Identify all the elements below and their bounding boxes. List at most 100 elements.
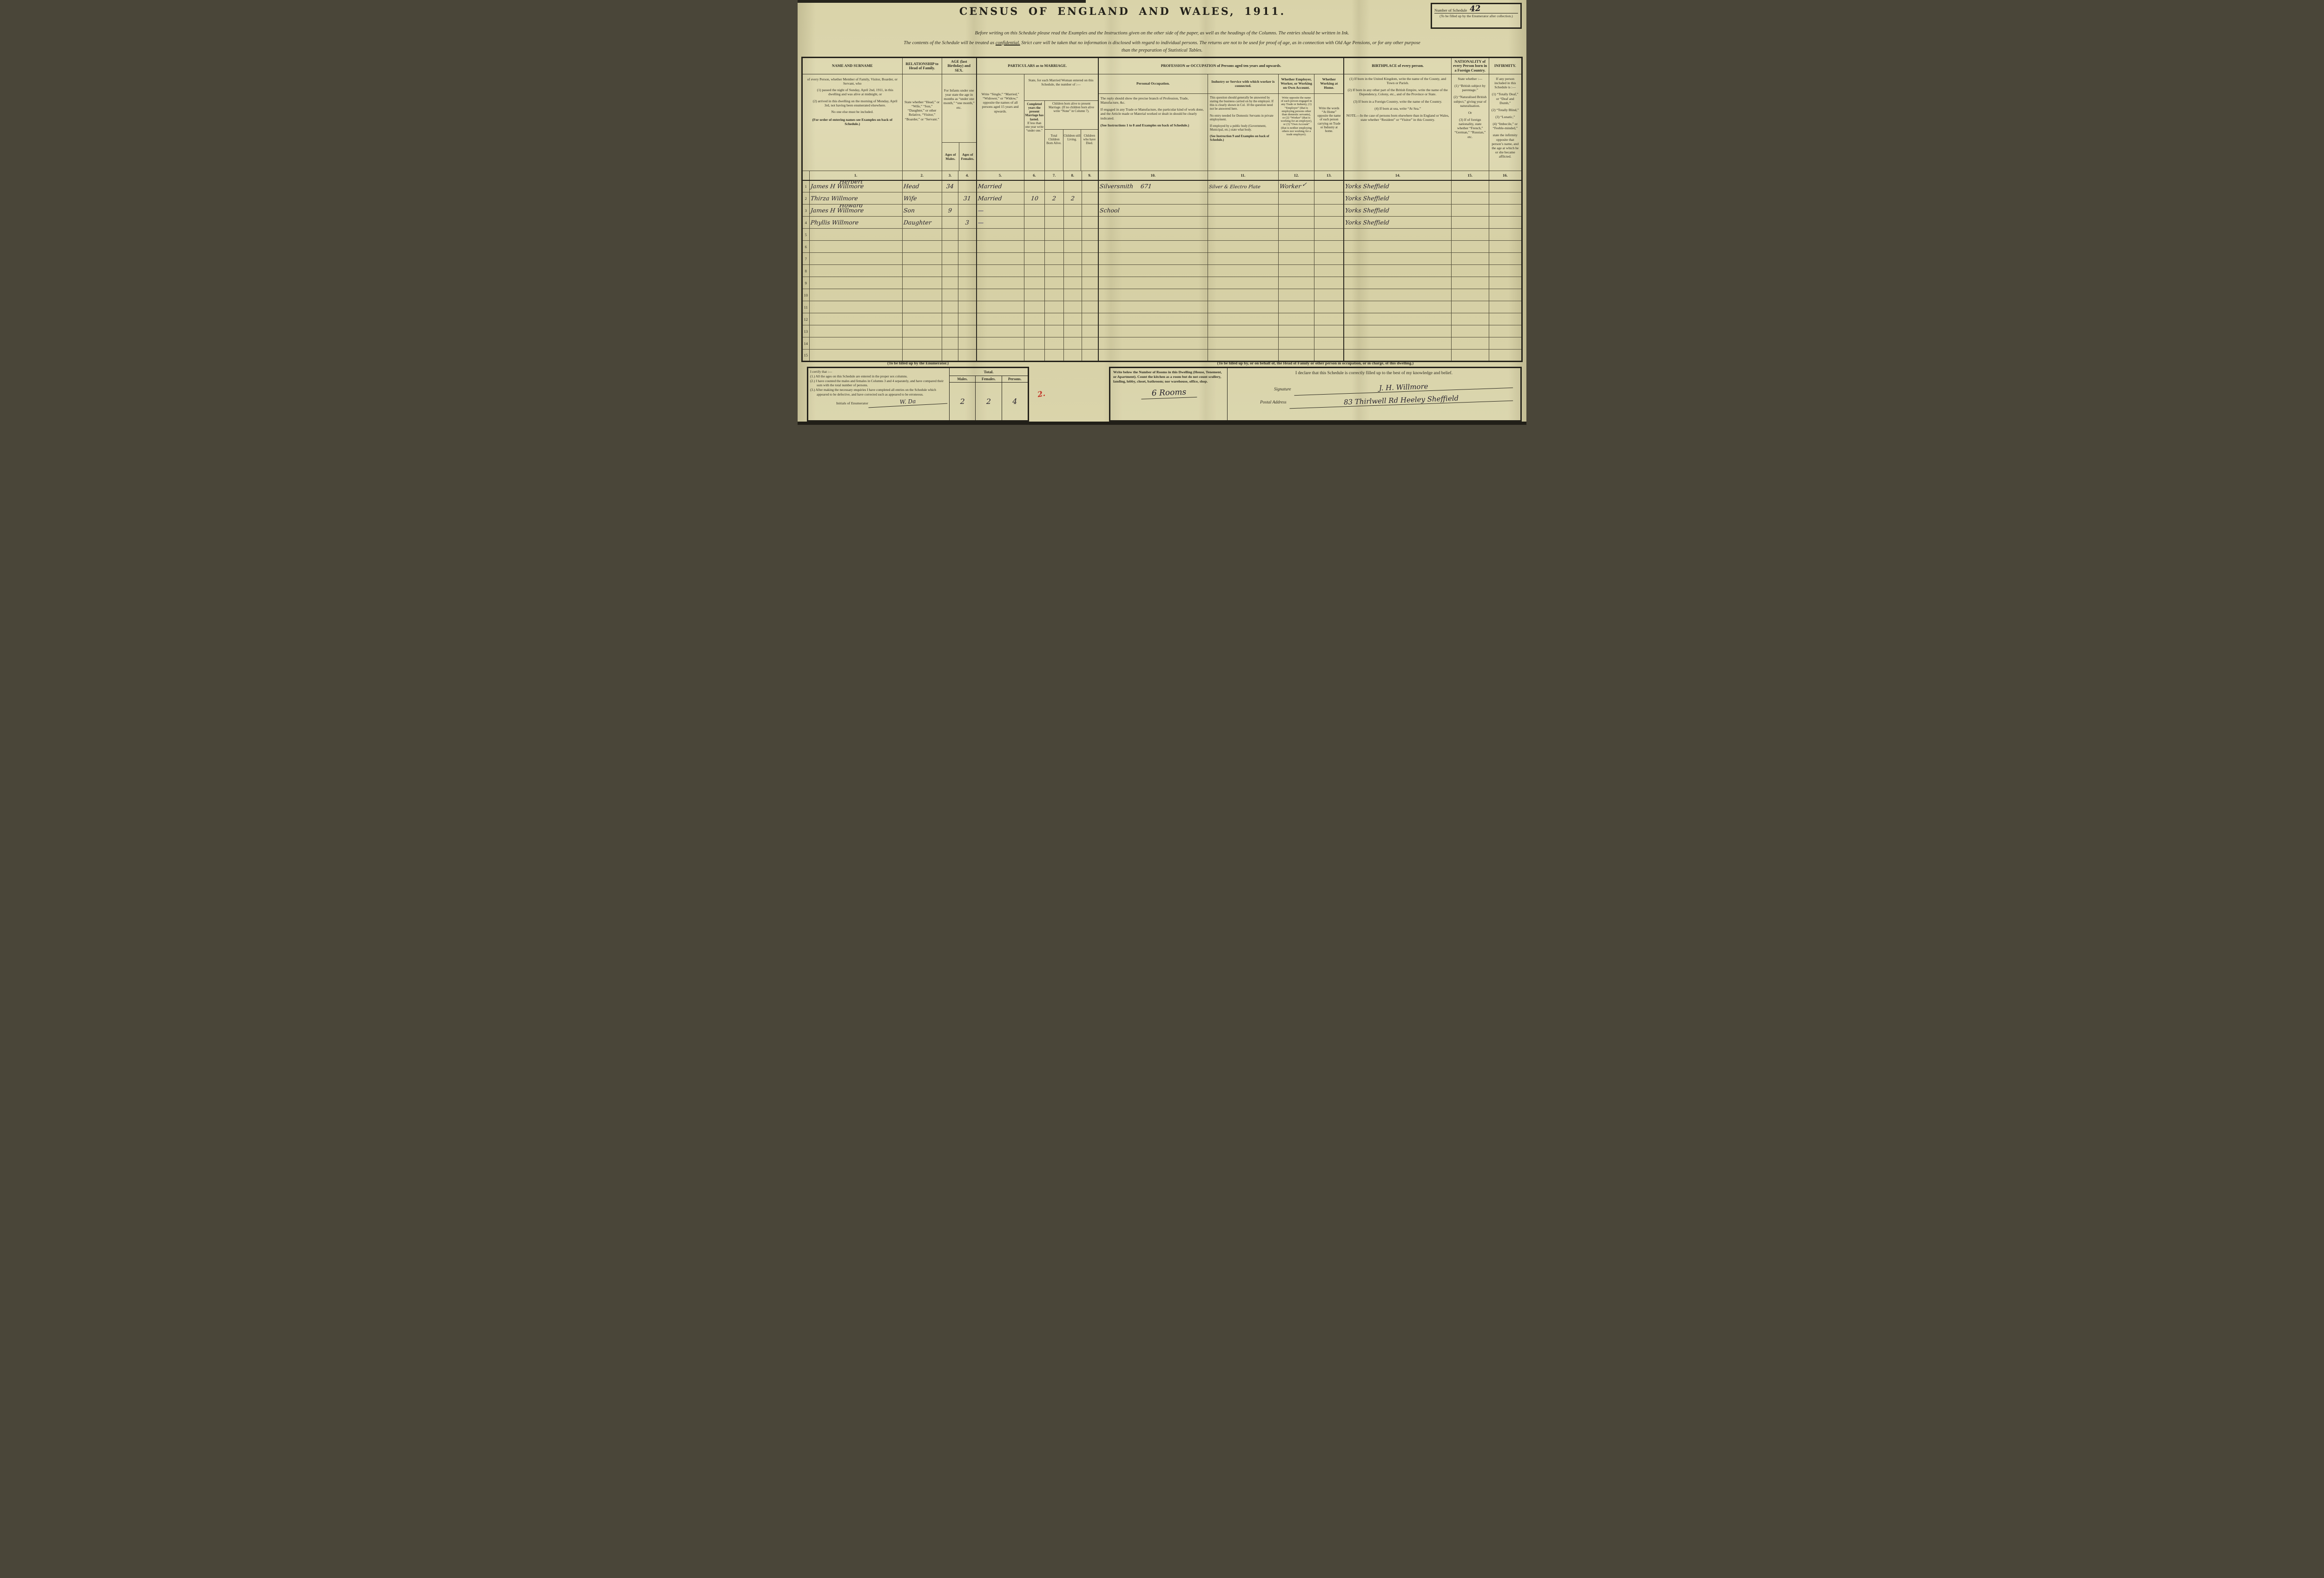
row-number: 1 (802, 180, 810, 192)
cell-children-died (1081, 349, 1099, 362)
col-desc-marriage-status: Write “Single,” “Married,” “Widower,” or… (976, 74, 1024, 171)
cell-children-born (1044, 313, 1064, 325)
cell-age-males (941, 240, 959, 253)
cell-children-born (1044, 349, 1064, 362)
cell-birthplace (1343, 240, 1452, 253)
cell-employer-status (1278, 325, 1315, 337)
cell-occupation (1097, 216, 1208, 229)
cell-relationship (902, 240, 942, 253)
page-title: CENSUS OF ENGLAND AND WALES, 1911. (959, 6, 1286, 18)
cell-name (809, 349, 903, 362)
row-number: 11 (802, 301, 810, 313)
col-band-age: AGE (last Birthday) and SEX. (941, 57, 977, 74)
cell-years-married (1023, 289, 1045, 301)
col-subhead-years-married: Completed years the present Marriage has… (1024, 101, 1045, 171)
cell-employer-status (1278, 277, 1315, 289)
cell-marriage-status (976, 349, 1024, 362)
cell-marriage-status (976, 264, 1024, 277)
occupation-code: 671 (1140, 182, 1152, 190)
cell-age-males (941, 313, 959, 325)
cell-children-living (1063, 301, 1082, 313)
cell-children-born (1044, 180, 1064, 192)
cell-nationality (1451, 313, 1489, 325)
column-number-strip: 1. 2. 3. 4. 5. 6. 7. 8. 9. 10. 11. 12. 13. 14. 15. 16. (802, 171, 1523, 181)
column-number: 3. (941, 171, 959, 181)
column-number: 5. (976, 171, 1024, 181)
cell-children-died (1081, 264, 1099, 277)
column-number: 16. (1488, 171, 1523, 181)
enumerator-certification: I certify that :— (1.) All the ages on t… (808, 368, 949, 420)
census-schedule-scan: CENSUS OF ENGLAND AND WALES, 1911. Numbe… (798, 0, 1526, 425)
cell-relationship (902, 301, 942, 313)
cell-marriage-status (976, 228, 1024, 241)
cell-name (809, 313, 903, 325)
cell-birthplace (1343, 337, 1452, 350)
cell-nationality (1451, 252, 1489, 265)
cell-age-females (958, 277, 977, 289)
cell-industry (1207, 228, 1279, 241)
cell-children-living (1063, 240, 1082, 253)
cell-name: Phyllis Willmore (809, 216, 903, 229)
table-row: 2 Thirza Willmore Wife 31 Married 10 2 2 Yorks S… (802, 192, 1523, 205)
table-row: 12 (802, 313, 1523, 325)
cell-marriage-status (976, 277, 1024, 289)
cell-children-died (1081, 204, 1099, 217)
row-number: 2 (802, 192, 810, 205)
cell-children-born (1044, 301, 1064, 313)
cell-marriage-status (976, 325, 1024, 337)
cell-children-died (1081, 180, 1099, 192)
cell-infirmity (1488, 204, 1523, 217)
table-row: 10 (802, 289, 1523, 301)
row-number: 9 (802, 277, 810, 289)
cell-name (809, 337, 903, 350)
cell-relationship: Head (902, 180, 942, 192)
cell-industry (1207, 204, 1279, 217)
col-band-birthplace: BIRTHPLACE of every person. (1343, 57, 1452, 74)
cell-industry (1207, 301, 1279, 313)
cell-birthplace (1343, 289, 1452, 301)
cell-age-females (958, 337, 977, 350)
col-desc-infirmity: If any person included in this Schedule … (1488, 74, 1523, 171)
cell-birthplace (1343, 313, 1452, 325)
cell-years-married: 10 (1023, 192, 1045, 205)
cell-at-home (1314, 301, 1344, 313)
cell-name (809, 301, 903, 313)
cell-children-died (1081, 289, 1099, 301)
cell-employer-status (1278, 228, 1315, 241)
cell-at-home (1314, 264, 1344, 277)
cell-marriage-status (976, 301, 1024, 313)
cell-infirmity (1488, 325, 1523, 337)
col-desc-industry: Industry or Service with which worker is… (1207, 74, 1279, 171)
column-number: 4. (958, 171, 977, 181)
cell-relationship (902, 264, 942, 277)
footer-section: (To be filled up by the Enumerator.) I c… (801, 361, 1523, 422)
cell-age-females (958, 252, 977, 265)
table-row: 14 (802, 337, 1523, 350)
cell-at-home (1314, 325, 1344, 337)
persons-label: Persons. (1008, 377, 1022, 381)
cell-occupation (1097, 337, 1208, 350)
signature-label: Signature (1274, 387, 1291, 392)
cell-name (809, 289, 903, 301)
cell-at-home (1314, 349, 1344, 362)
cell-at-home (1314, 192, 1344, 205)
cell-relationship (902, 277, 942, 289)
cell-infirmity (1488, 289, 1523, 301)
cell-infirmity (1488, 349, 1523, 362)
cell-industry (1207, 192, 1279, 205)
cell-occupation (1097, 240, 1208, 253)
cell-birthplace (1343, 228, 1452, 241)
cell-age-males (941, 264, 959, 277)
cell-birthplace (1343, 252, 1452, 265)
cell-at-home (1314, 289, 1344, 301)
table-row: 9 (802, 277, 1523, 289)
cell-employer-status (1278, 240, 1315, 253)
cell-children-living (1063, 252, 1082, 265)
check-mark: ✓ (1301, 180, 1307, 188)
cell-children-born (1044, 277, 1064, 289)
cell-years-married (1023, 240, 1045, 253)
cell-age-males (941, 192, 959, 205)
cell-age-females (958, 228, 977, 241)
cell-industry (1207, 313, 1279, 325)
cell-employer-status (1278, 337, 1315, 350)
